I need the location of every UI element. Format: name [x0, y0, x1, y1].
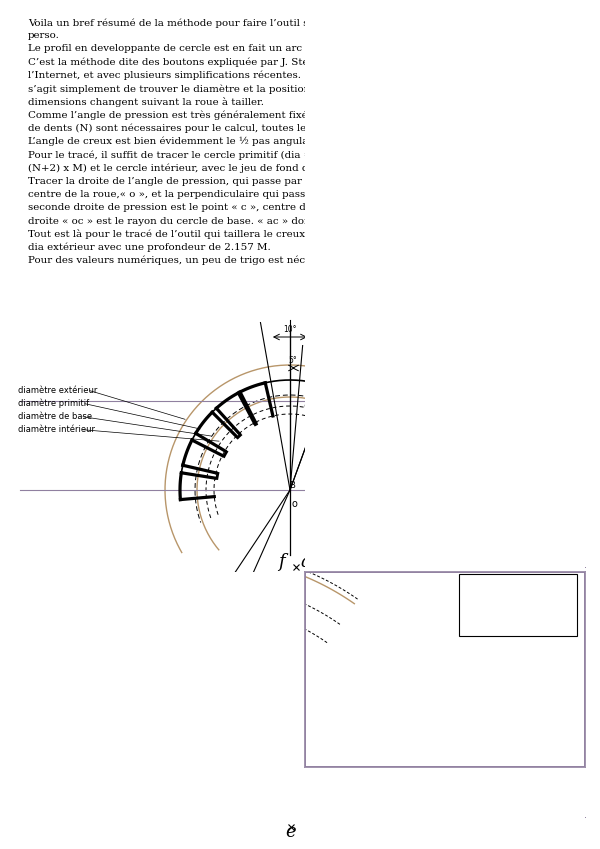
- Text: pour 18 dents: pour 18 dents: [312, 340, 371, 349]
- Text: bouton: bouton: [445, 399, 475, 408]
- Text: dimensions changent suivant la roue à tailler.: dimensions changent suivant la roue à ta…: [28, 97, 264, 107]
- Bar: [585, 572, 600, 767]
- Bar: [305, 572, 585, 767]
- Bar: [305, 572, 585, 767]
- Text: diamètre de base: diamètre de base: [18, 413, 92, 421]
- Text: (N+2) x M) et le cercle intérieur, avec le jeu de fond de denture (dia = (N – 2.: (N+2) x M) et le cercle intérieur, avec …: [28, 163, 484, 172]
- Text: seconde droite de pression est le point « c », centre du premier bouton, de rayo: seconde droite de pression est le point …: [28, 203, 502, 211]
- Text: a: a: [323, 396, 329, 404]
- Text: c: c: [281, 601, 291, 619]
- Text: Pour le tracé, il suffit de tracer le cercle primitif (dia = N x M), le cercle e: Pour le tracé, il suffit de tracer le ce…: [28, 150, 503, 160]
- Text: 20°: 20°: [312, 356, 325, 365]
- Text: Voila un bref résumé de la méthode pour faire l’outil sur mesure pour la taille : Voila un bref résumé de la méthode pour …: [28, 18, 515, 27]
- Text: a: a: [301, 553, 311, 571]
- Text: Pour des valeurs numériques, un peu de trigo est nécessaire…: Pour des valeurs numériques, un peu de t…: [28, 256, 352, 265]
- Bar: [305, 767, 585, 849]
- Text: de dents (N) sont nécessaires pour le calcul, toutes les autres dimensions en dé: de dents (N) sont nécessaires pour le ca…: [28, 124, 483, 133]
- Text: Le profil en developpante de cercle est en fait un arc de cercle, admissible pou: Le profil en developpante de cercle est …: [28, 44, 520, 53]
- Text: angle de creux: angle de creux: [312, 328, 375, 337]
- Bar: [459, 574, 577, 637]
- Text: dia extérieur avec une profondeur de 2.157 M.: dia extérieur avec une profondeur de 2.1…: [28, 243, 271, 252]
- Text: angle de pression: angle de pression: [355, 366, 430, 375]
- Bar: [305, 0, 585, 572]
- Text: Tout est là pour le tracé de l’outil qui taillera le creux de la denture, à part: Tout est là pour le tracé de l’outil qui…: [28, 229, 518, 239]
- Text: diamètre extérieur: diamètre extérieur: [18, 386, 97, 396]
- Text: B: B: [289, 481, 295, 490]
- Text: perso.: perso.: [28, 31, 60, 40]
- Text: C’est la méthode dite des boutons expliquée par J. Stevenson dans plusieurs de s: C’est la méthode dite des boutons expliq…: [28, 58, 521, 67]
- Text: c: c: [338, 487, 343, 497]
- Text: f: f: [314, 396, 317, 404]
- Text: Comme l’angle de pression est très généralement fixé à 20°, seuls le module (M) : Comme l’angle de pression est très génér…: [28, 110, 515, 121]
- Text: e: e: [286, 823, 296, 841]
- Text: diamètre primitif: diamètre primitif: [18, 399, 89, 408]
- Text: l’Internet, et avec plusieurs simplifications récentes.: l’Internet, et avec plusieurs simplifica…: [28, 70, 301, 81]
- Text: diamètre intérieur: diamètre intérieur: [18, 425, 95, 434]
- Text: f: f: [278, 553, 284, 571]
- Bar: [0, 572, 305, 767]
- Text: e: e: [317, 491, 322, 499]
- Text: droite « oc » est le rayon du cercle de base. « ac » doit être tangente au cercl: droite « oc » est le rayon du cercle de …: [28, 216, 526, 226]
- Text: 5°: 5°: [289, 356, 298, 365]
- Text: o: o: [291, 499, 297, 509]
- Bar: [305, 572, 585, 767]
- Text: s’agit simplement de trouver le diamètre et la position des deux cercles, les bo: s’agit simplement de trouver le diamètre…: [28, 84, 512, 93]
- Text: Tracer la droite de l’angle de pression, qui passe par « a », puis une parallèle: Tracer la droite de l’angle de pression,…: [28, 177, 514, 186]
- Text: 10°: 10°: [283, 325, 297, 334]
- Text: centre de la roue,« o », et la perpendiculaire qui passe par « a », et son inter: centre de la roue,« o », et la perpendic…: [28, 189, 503, 199]
- Text: L’angle de creux est bien évidemment le ½ pas angulaire soit 360/(2 N).: L’angle de creux est bien évidemment le …: [28, 137, 401, 146]
